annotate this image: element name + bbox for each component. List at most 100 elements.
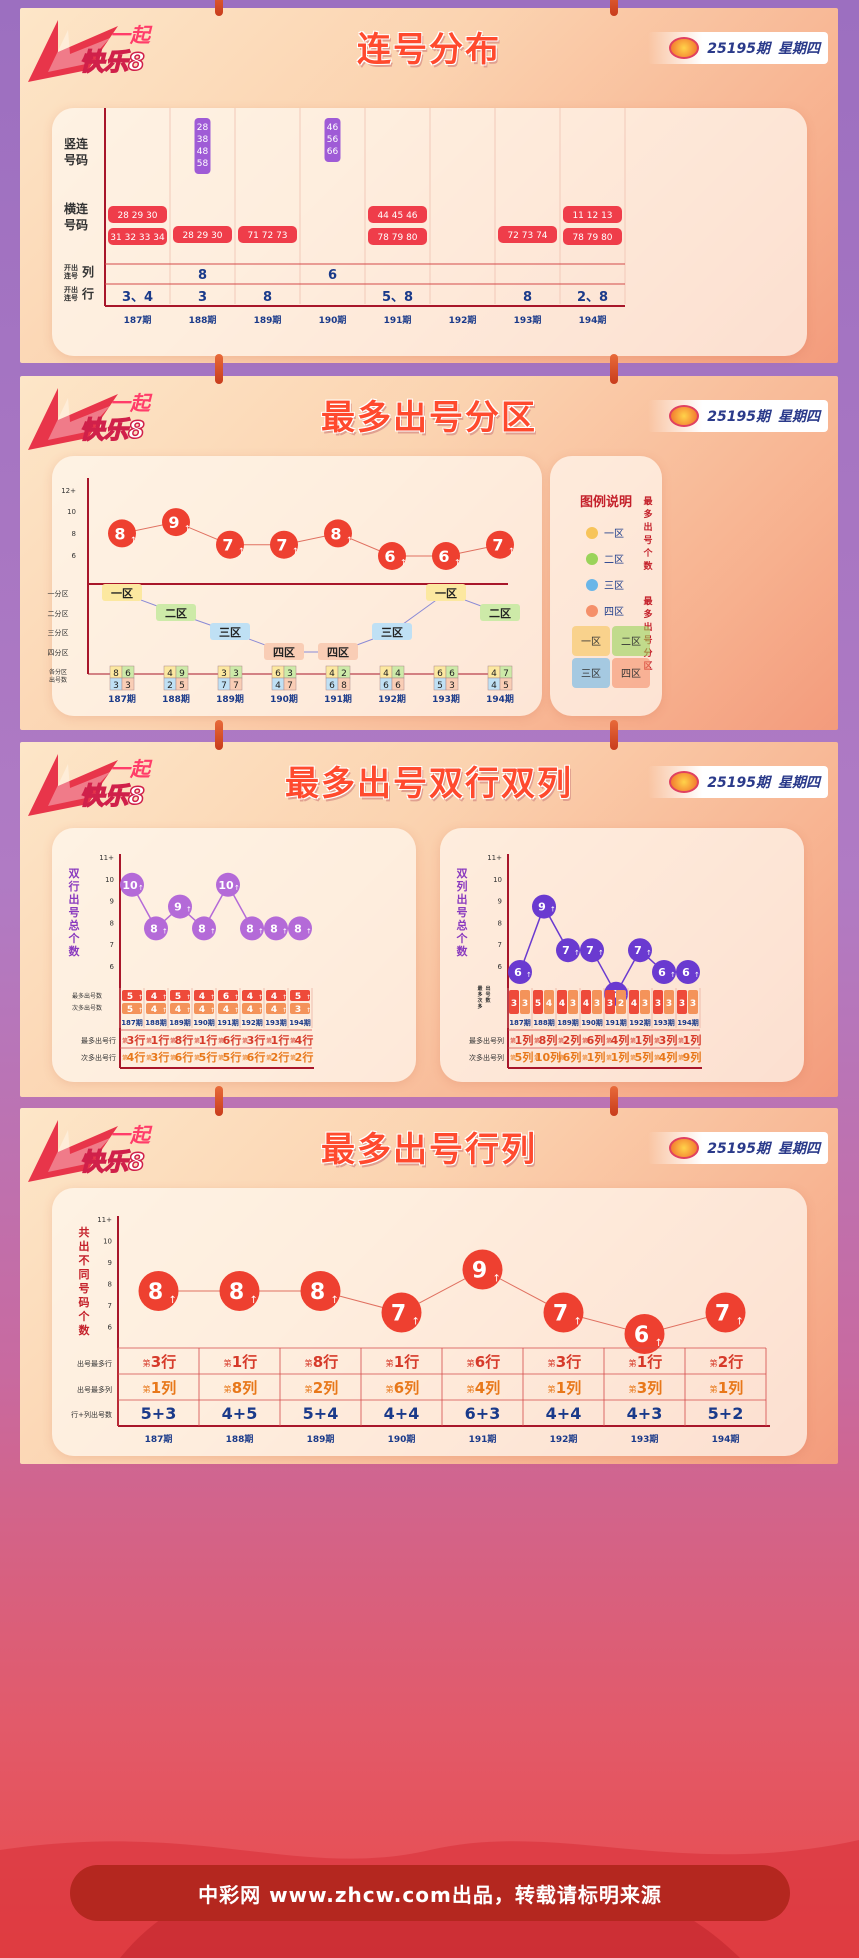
up-arrow-icon: ↑: [130, 535, 137, 544]
second-cell: [242, 1003, 262, 1014]
vertical-run-number: 58: [197, 159, 209, 169]
period-label: 191期: [605, 1018, 627, 1027]
row-label: 行: [81, 286, 94, 301]
value-label: 8: [150, 922, 158, 935]
horizontal-run-text: 31 32 33 34: [110, 233, 165, 243]
side-label-char: 次: [477, 997, 482, 1004]
ylabel-top-char: 出: [643, 521, 652, 533]
legend-tile: [572, 626, 610, 656]
up-arrow-icon: ↑: [258, 994, 263, 1001]
hanger: [215, 720, 223, 750]
value-marker: 9 ↑: [168, 894, 192, 919]
value-circle: [324, 519, 352, 548]
row-label: 连号: [64, 293, 78, 302]
y-tick: 11+: [487, 854, 502, 862]
row-label: 开出: [64, 285, 78, 294]
zone-count-value: 2: [341, 669, 347, 679]
second-line-value: 5行: [223, 1050, 242, 1064]
zone-count-grid: 8 63 3: [109, 665, 135, 691]
second-line-value: 2行: [271, 1050, 290, 1064]
col-value: 8列: [232, 1379, 257, 1397]
weekday: 星期四: [778, 775, 820, 791]
period-label: 194期: [289, 1018, 311, 1027]
row-label: 开出: [64, 263, 78, 272]
most-value: 5: [175, 992, 181, 1002]
period-label: 190期: [319, 314, 347, 326]
y-tick: 11+: [97, 1216, 112, 1224]
zone-box: [156, 604, 196, 621]
second-line-value: 6行: [247, 1050, 266, 1064]
ylabel-char: 双: [457, 867, 468, 880]
period-label: 188期: [533, 1018, 555, 1027]
period-label: 193期: [432, 693, 460, 705]
horizontal-run-text: 78 79 80: [572, 233, 612, 243]
most-line-value: 1行: [271, 1033, 290, 1047]
zone-count-cell: [121, 677, 135, 691]
value-label: 8: [198, 922, 206, 935]
value-label: 6: [682, 966, 690, 979]
second-line-value: 5列: [515, 1050, 534, 1064]
sum-value: 5+4: [303, 1404, 339, 1423]
ylabel-bottom-char: 最: [643, 595, 653, 607]
period-label: 191期: [217, 1018, 239, 1027]
ordinal-prefix: 第: [558, 1054, 564, 1062]
second-line-label: 次多出号行: [81, 1053, 116, 1062]
most-cell: [290, 990, 310, 1001]
side-label-char: 号: [485, 991, 490, 998]
y-tick: 9: [498, 898, 502, 906]
ylabel-char: 双: [69, 867, 80, 880]
footer-credit: 中彩网 www.zhcw.com出品，转载请标明来源: [70, 1865, 790, 1921]
zone-count-cell: [229, 677, 243, 691]
value-label: 7: [562, 944, 570, 957]
zone-box: [264, 643, 304, 660]
most-value: 5: [127, 992, 133, 1002]
zone-marker: 二区: [480, 604, 520, 621]
ylabel-char: 总: [69, 918, 80, 932]
zone-box: [372, 623, 412, 640]
most-line-value: 1行: [151, 1033, 170, 1047]
zone-count-cell: [445, 677, 459, 691]
value-label: 8: [294, 922, 302, 935]
ordinal-prefix: 第: [305, 1384, 313, 1394]
period-label: 190期: [388, 1433, 416, 1445]
zone-count-value: 4: [491, 681, 497, 691]
zone-box: [426, 584, 466, 601]
ordinal-prefix: 第: [146, 1054, 152, 1062]
zone-tick: 四分区: [48, 648, 69, 657]
ylabel-char: 个: [456, 931, 469, 945]
up-arrow-icon: ↑: [210, 994, 215, 1001]
zone-count-value: 4: [395, 669, 401, 679]
side-label-char: 出: [485, 985, 490, 992]
section-panel-consecutive: 一起 快乐8 连号分布 25195期 星期四 竖连 号码 横连 号码 开出 连号列开出 连号行 2…: [20, 0, 838, 363]
hanger: [610, 1086, 618, 1116]
up-arrow-icon: ↑: [234, 884, 240, 892]
value-label: 6: [514, 966, 522, 979]
y-tick: 10: [493, 876, 502, 884]
pair-value: 4: [559, 999, 565, 1009]
horizontal-run-pill: [108, 228, 167, 245]
issue-banner: 25195期 星期四: [648, 766, 828, 798]
zone-tick: 一分区: [48, 589, 69, 598]
up-arrow-icon: ↑: [210, 927, 216, 935]
ordinal-prefix: 第: [606, 1054, 612, 1062]
most-line-value: 2列: [563, 1033, 582, 1047]
period-label: 187期: [509, 1018, 531, 1027]
zone-count-value: 4: [167, 669, 173, 679]
up-arrow-icon: ↑: [138, 1007, 143, 1014]
horizontal-run: 11 12 13: [563, 206, 622, 223]
up-arrow-icon: ↑: [292, 547, 299, 556]
legend-label: 三区: [604, 580, 624, 592]
period-label: 194期: [486, 693, 514, 705]
row-value: 8行: [313, 1353, 338, 1371]
value-circle: [508, 960, 532, 984]
pair-value: 3: [690, 999, 696, 1009]
period-label: 188期: [162, 693, 190, 705]
pair-value: 3: [642, 999, 648, 1009]
vertical-run: 28 38 48 58: [194, 118, 211, 174]
row-value: 1行: [637, 1353, 662, 1371]
pair-value: 2: [618, 999, 624, 1009]
